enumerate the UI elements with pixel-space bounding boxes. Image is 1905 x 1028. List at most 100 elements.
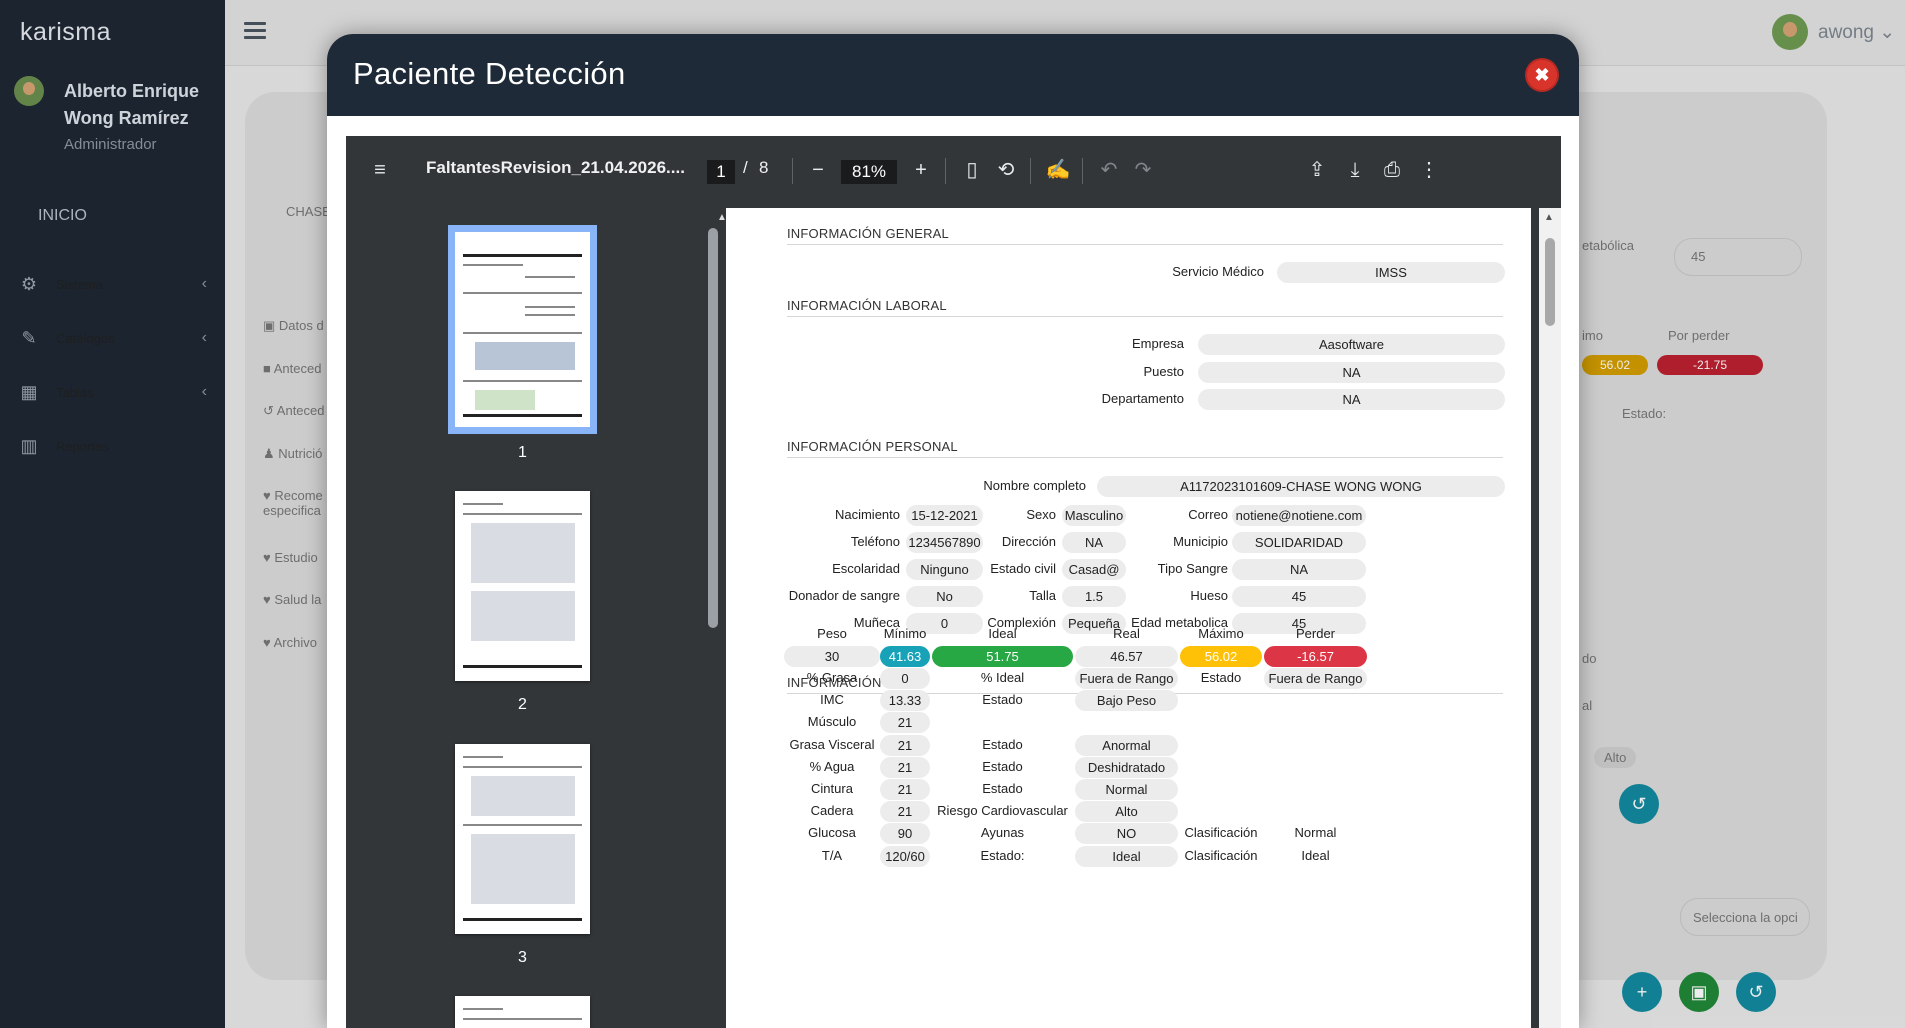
page-thumbnail-1[interactable] [448,225,597,434]
bg-tab[interactable]: ♥ Salud la [263,592,322,607]
zoom-in-icon[interactable]: + [915,159,927,181]
bg-save-button[interactable]: ▣ [1679,972,1719,1012]
weight-row-label: Estado: [980,847,1025,863]
weight-value-pill: 51.75 [932,646,1073,667]
bg-metabolica-input[interactable]: 45 [1674,238,1802,276]
bg-minimo-pill: 56.02 [1582,355,1648,375]
field-label: Sexo [1026,507,1056,522]
bg-tab[interactable]: ♥ Estudio [263,550,318,565]
section-heading: INFORMACIÓN PERSONAL [787,439,958,454]
topbar-username-text: awong [1818,22,1874,43]
bg-metabolica-label: etabólica [1582,238,1635,253]
thumb-rule [463,665,582,668]
weight-column-header: Mínimo [883,626,927,641]
weight-value-pill: Anormal [1075,734,1178,756]
bg-add-user-button[interactable]: + [1622,972,1662,1012]
thumbnail-label: 3 [518,949,527,966]
bg-tab[interactable]: ▣ Datos d [263,318,324,333]
field-value: NA [1198,362,1505,383]
field-value: Pequeña [1062,613,1126,634]
chevron-left-icon: ‹ [201,383,207,400]
rotate-icon[interactable]: ⟲ [997,159,1015,181]
section-divider [787,244,1503,245]
bg-history-button[interactable]: ↺ [1619,784,1659,824]
field-label: Correo [1188,507,1228,522]
bg-alto-pill: Alto [1594,747,1637,768]
thumb-rule [463,414,582,417]
weight-value-pill: -16.57 [1264,646,1367,667]
weight-row-label: Grasa Visceral [789,736,875,752]
thumbnail-scroll-up-icon[interactable]: ▲ [717,212,727,223]
topbar-username[interactable]: awong ⌄ [1818,22,1896,43]
bg-refresh-button[interactable]: ↺ [1736,972,1776,1012]
zoom-out-icon[interactable]: − [812,159,824,181]
page-thumbnail-4[interactable] [455,996,590,1028]
weight-row-label: Clasificación [1184,847,1258,863]
section-divider [787,457,1503,458]
download-icon[interactable]: ⤓ [1350,159,1360,181]
thumbnail-panel: 1 2 3 [346,208,720,1028]
thumb-rule [463,918,582,921]
thumbnail-scrollbar[interactable] [708,228,718,628]
scroll-up-icon[interactable]: ▲ [1544,212,1554,223]
thumb-rule [463,503,503,505]
zoom-level-input[interactable]: 81% [841,160,897,184]
redo-icon[interactable]: ↷ [1134,159,1152,181]
field-label: Escolaridad [832,561,900,576]
brand-logo[interactable]: karisma [20,18,112,46]
chevron-left-icon: ‹ [201,329,207,346]
page-number-input[interactable]: 1 [707,160,735,184]
bg-por-perder-pill: -21.75 [1657,355,1763,375]
menu-icon[interactable]: ≡ [374,159,386,181]
bg-tab-label: Archivo [273,635,317,650]
sidebar-item-catalogos[interactable]: ✎ Catálogos ‹ [0,318,225,358]
field-label: Muñeca [853,615,900,630]
field-label: Servicio Médico [1172,264,1264,279]
bg-select[interactable]: Selecciona la opci [1680,898,1810,936]
sidebar-item-reportes[interactable]: ▥ Reportes [0,426,225,466]
sidebar-item-sistema[interactable]: ⚙ Sistema ‹ [0,264,225,304]
sidebar-inicio-link[interactable]: INICIO [38,207,87,224]
bg-tab[interactable]: ♥ Recome especifica [263,488,323,518]
thumb-rule [463,1008,503,1010]
bg-tab[interactable]: ♟ Nutrició [263,446,323,461]
bg-tab[interactable]: ↺ Anteced [263,403,325,418]
sidebar-item-label: Tablas [56,384,94,400]
patient-label: CHASE [286,204,331,219]
page-thumbnail-3[interactable] [455,744,590,934]
annotate-icon[interactable]: ✍ [1045,159,1071,181]
weight-row-label: Glucosa [808,825,856,841]
pdf-filename: FaltantesRevision_21.04.2026.... [426,158,685,177]
weight-row-label: Estado [982,736,1023,752]
thumb-rule [463,380,582,382]
section-heading: INFORMACIÓN GENERAL [787,226,949,241]
field-value: IMSS [1277,262,1505,283]
field-label: Nacimiento [834,507,900,522]
weight-row-label: T/A [821,847,843,863]
bg-tab-label: Anteced [276,403,325,418]
document-scrollbar[interactable] [1545,238,1555,326]
weight-value-pill: Bajo Peso [1075,690,1178,712]
weight-row-label: Ideal [1301,847,1330,863]
thumb-rule [463,766,582,768]
drive-upload-icon[interactable]: ⇪ [1308,159,1326,181]
undo-icon[interactable]: ↶ [1100,159,1118,181]
field-value: Ninguno [906,559,983,580]
field-label: Nombre completo [983,478,1086,493]
topbar-avatar[interactable] [1772,14,1808,50]
close-button[interactable]: ✖ [1527,60,1557,90]
chevron-left-icon: ‹ [201,275,207,292]
weight-row-label: % Ideal [980,670,1025,685]
hamburger-menu-icon[interactable] [244,22,266,40]
print-icon[interactable]: ⎙ [1384,159,1400,181]
weight-row-label: % Grasa [806,670,858,685]
page-thumbnail-2[interactable] [455,491,590,681]
bg-tab[interactable]: ♥ Archivo [263,635,317,650]
bg-tab[interactable]: ■ Anteced [263,361,322,376]
bg-estado-label: Estado: [1622,406,1667,421]
sidebar-item-tablas[interactable]: ▦ Tablas ‹ [0,372,225,412]
toolbar-divider [1082,158,1083,184]
fit-page-icon[interactable]: ▯ [966,159,978,181]
more-options-icon[interactable]: ⋮ [1419,159,1439,181]
weight-value-pill: 21 [880,734,930,756]
